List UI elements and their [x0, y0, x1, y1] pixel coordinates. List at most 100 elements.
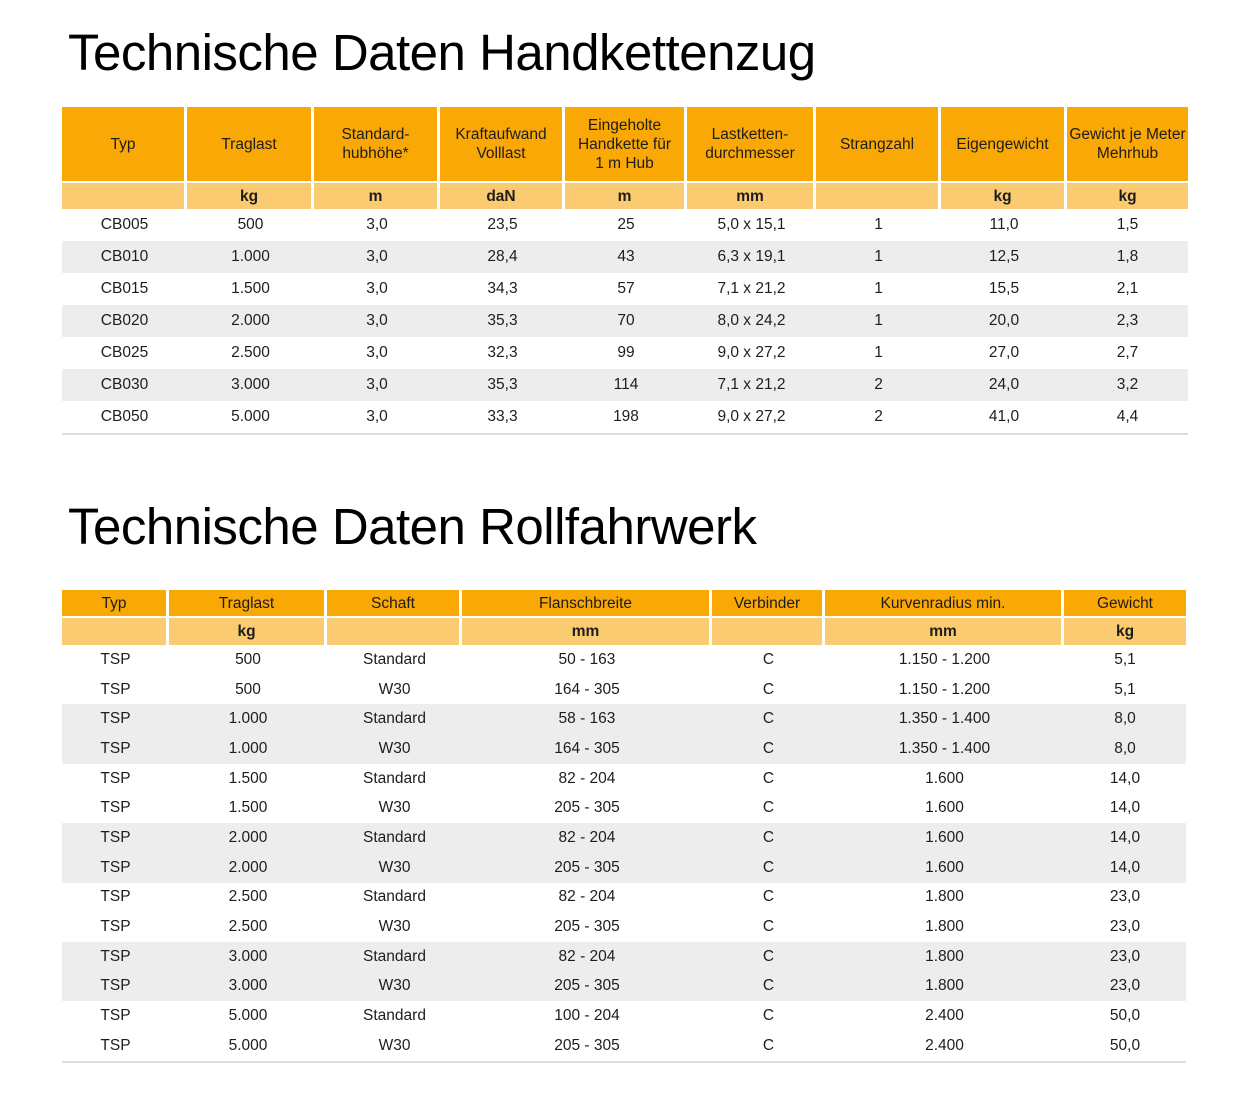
table-cell: 3,0 [314, 369, 440, 401]
table-cell: 1.800 [825, 941, 1064, 972]
table-cell: TSP [62, 852, 169, 883]
table-cell: 33,3 [440, 401, 565, 433]
table-cell: Standard [327, 823, 462, 853]
table-cell: 205 - 305 [462, 971, 712, 1002]
column-header: Gewicht je Meter Mehrhub [1067, 107, 1188, 183]
table-cell: 27,0 [941, 337, 1067, 369]
table-cell: 41,0 [941, 401, 1067, 433]
table-row: CB010 1.000 3,0 28,4 43 6,3 x 19,1 1 12,5 1,8 [62, 241, 1188, 273]
table-cell: 3,0 [314, 401, 440, 433]
table-cell: 2 [816, 401, 941, 433]
table-cell: 99 [565, 337, 687, 369]
table-cell: 70 [565, 305, 687, 337]
table-cell: 205 - 305 [462, 852, 712, 883]
table-row: CB015 1.500 3,0 34,3 57 7,1 x 21,2 1 15,5 2,1 [62, 273, 1188, 305]
table-row: TSP 2.500 Standard 82 - 204 C 1.800 23,0 [62, 882, 1186, 913]
table-cell: Standard [327, 763, 462, 794]
table-cell: 32,3 [440, 337, 565, 369]
table-cell: 14,0 [1064, 823, 1186, 853]
table-cell: Standard [327, 704, 462, 735]
table-row: TSP 2.000 Standard 82 - 204 C 1.600 14,0 [62, 823, 1186, 853]
table-cell: 1.350 - 1.400 [825, 734, 1064, 764]
table-cell: 1,5 [1067, 209, 1188, 241]
table-cell: 2.000 [187, 305, 314, 337]
column-header: Kraftaufwand Volllast [440, 107, 565, 183]
table-cell: 2.500 [169, 882, 327, 913]
table-cell: 2,1 [1067, 273, 1188, 305]
table-cell: C [712, 645, 825, 675]
table-cell: 14,0 [1064, 763, 1186, 794]
unit-label: kg [1067, 183, 1188, 209]
table-cell: CB025 [62, 337, 187, 369]
table-cell: 1.800 [825, 882, 1064, 913]
table-cell: 7,1 x 21,2 [687, 273, 816, 305]
column-header: Traglast [187, 107, 314, 183]
table-row: TSP 2.500 W30 205 - 305 C 1.800 23,0 [62, 912, 1186, 942]
unit-label [327, 618, 462, 645]
column-header: Gewicht [1064, 590, 1186, 618]
table-cell: 1 [816, 273, 941, 305]
table-cell: 1.600 [825, 823, 1064, 853]
unit-label: mm [687, 183, 816, 209]
table-cell: 28,4 [440, 241, 565, 273]
table-cell: W30 [327, 734, 462, 764]
table-cell: C [712, 1001, 825, 1031]
table-cell: 82 - 204 [462, 882, 712, 913]
table-cell: 82 - 204 [462, 941, 712, 972]
table-cell: CB030 [62, 369, 187, 401]
table-cell: 2.400 [825, 1001, 1064, 1031]
table-cell: 1.500 [187, 273, 314, 305]
table-row: TSP 3.000 Standard 82 - 204 C 1.800 23,0 [62, 941, 1186, 972]
rollfahrwerk-table: Typ Traglast Schaft Flanschbreite Verbinder K… [62, 590, 1186, 1063]
table-row: CB025 2.500 3,0 32,3 99 9,0 x 27,2 1 27,0 2,7 [62, 337, 1188, 369]
unit-label [712, 618, 825, 645]
table-cell: W30 [327, 971, 462, 1002]
table-cell: 1.600 [825, 852, 1064, 883]
table-row: TSP 1.000 W30 164 - 305 C 1.350 - 1.400 8,0 [62, 734, 1186, 764]
table-cell: 3,0 [314, 241, 440, 273]
table-cell: 20,0 [941, 305, 1067, 337]
table-cell: 24,0 [941, 369, 1067, 401]
table-cell: C [712, 734, 825, 764]
table-cell: 5,1 [1064, 645, 1186, 675]
table-cell: 35,3 [440, 369, 565, 401]
column-header: Traglast [169, 590, 327, 618]
unit-label: kg [187, 183, 314, 209]
table-row: TSP 500 W30 164 - 305 C 1.150 - 1.200 5,1 [62, 674, 1186, 705]
table-cell: 1.000 [187, 241, 314, 273]
table-cell: 2,7 [1067, 337, 1188, 369]
unit-label: kg [169, 618, 327, 645]
table-row: TSP 1.000 Standard 58 - 163 C 1.350 - 1.400 8,… [62, 704, 1186, 735]
table-cell: 1.350 - 1.400 [825, 704, 1064, 735]
table-cell: 15,5 [941, 273, 1067, 305]
unit-label: mm [825, 618, 1064, 645]
table-cell: 43 [565, 241, 687, 273]
table-cell: CB015 [62, 273, 187, 305]
table-cell: 100 - 204 [462, 1001, 712, 1031]
table-cell: 2.000 [169, 852, 327, 883]
table-cell: 500 [169, 645, 327, 675]
table-row: CB050 5.000 3,0 33,3 198 9,0 x 27,2 2 41,0 4,4 [62, 401, 1188, 433]
table-cell: 2.000 [169, 823, 327, 853]
table-cell: TSP [62, 645, 169, 675]
table-row: TSP 1.500 Standard 82 - 204 C 1.600 14,0 [62, 763, 1186, 794]
table-row: CB020 2.000 3,0 35,3 70 8,0 x 24,2 1 20,0 2,3 [62, 305, 1188, 337]
column-header: Flanschbreite [462, 590, 712, 618]
table-cell: W30 [327, 1030, 462, 1061]
table-cell: 6,3 x 19,1 [687, 241, 816, 273]
table-cell: 205 - 305 [462, 793, 712, 824]
table-cell: C [712, 763, 825, 794]
table-cell: 2 [816, 369, 941, 401]
handkettenzug-table: Typ Traglast Standard-hubhöhe* Kraftaufwand… [62, 107, 1188, 435]
table-cell: 8,0 [1064, 734, 1186, 764]
table-cell: Standard [327, 645, 462, 675]
column-header: Strangzahl [816, 107, 941, 183]
table-cell: CB050 [62, 401, 187, 433]
column-header: Eigengewicht [941, 107, 1067, 183]
unit-label [62, 183, 187, 209]
table-cell: 35,3 [440, 305, 565, 337]
table-cell: C [712, 941, 825, 972]
table-cell: W30 [327, 852, 462, 883]
table-cell: 50 - 163 [462, 645, 712, 675]
